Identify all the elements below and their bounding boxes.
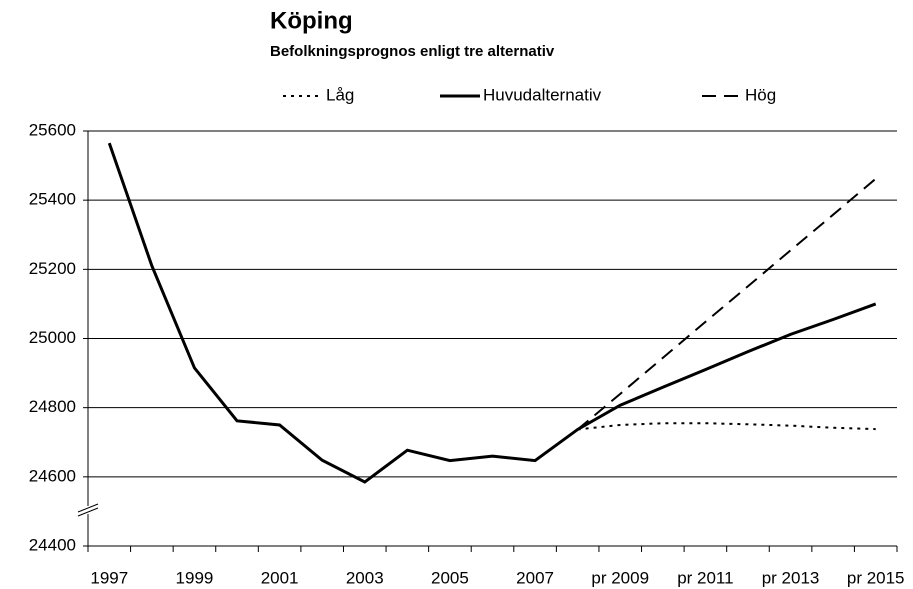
x-tick-label: pr 2013 (762, 568, 820, 587)
legend-label: Hög (745, 85, 776, 104)
series-line (577, 422, 876, 431)
series-line (107, 142, 877, 484)
x-tick-label: 2001 (261, 568, 299, 587)
legend-label: Låg (326, 85, 354, 104)
chart-title: Köping (270, 7, 353, 34)
x-tick-label: 2007 (516, 568, 554, 587)
x-tick-label: pr 2009 (591, 568, 649, 587)
x-tick-label: 1999 (176, 568, 214, 587)
axis-break (77, 503, 99, 513)
legend-label: Huvudalternativ (483, 85, 602, 104)
x-tick-label: 2005 (431, 568, 469, 587)
x-tick-label: pr 2011 (677, 568, 733, 587)
y-tick-label: 24400 (29, 535, 76, 554)
axis-break (77, 507, 99, 517)
axis-break-gap (85, 506, 91, 514)
x-tick-label: pr 2015 (847, 568, 905, 587)
x-tick-label: 1997 (90, 568, 128, 587)
y-tick-label: 24600 (29, 466, 76, 485)
y-tick-label: 25600 (29, 120, 76, 139)
y-tick-label: 25200 (29, 259, 76, 278)
chart-subtitle: Befolkningsprognos enligt tre alternativ (270, 43, 555, 60)
y-tick-label: 24800 (29, 397, 76, 416)
y-tick-label: 25000 (29, 328, 76, 347)
x-tick-label: 2003 (346, 568, 384, 587)
y-tick-label: 25400 (29, 190, 76, 209)
